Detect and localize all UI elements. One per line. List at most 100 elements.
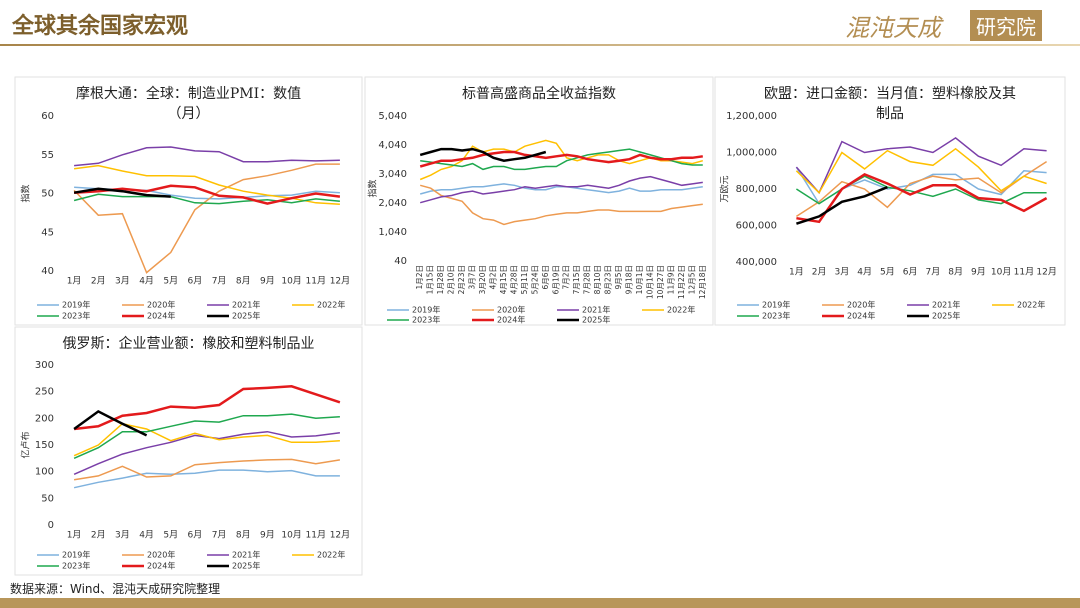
x-tick-label: 11月: [1014, 267, 1034, 278]
series-line: [796, 173, 1048, 224]
legend-label: 2021年: [232, 300, 260, 310]
series-line: [420, 148, 703, 171]
legend-label: 2024年: [147, 311, 175, 321]
x-tick-label: 5月: [163, 276, 178, 287]
x-tick-label: 8月: [236, 530, 251, 541]
y-tick-label: 1,040: [378, 227, 407, 238]
y-tick-label: 400,000: [736, 257, 777, 268]
x-tick-label: 7月: [212, 276, 227, 287]
x-tick-label: 6月: [903, 267, 918, 278]
x-tick-label: 9月: [260, 276, 275, 287]
x-tick-label: 1月15日: [426, 265, 435, 294]
series-line: [73, 458, 341, 481]
legend-label: 2020年: [497, 305, 525, 315]
legend-label: 2022年: [667, 305, 695, 315]
x-tick-label: 8月: [948, 267, 963, 278]
x-tick-label: 6月6日: [541, 265, 550, 290]
x-tick-label: 5月: [163, 530, 178, 541]
x-tick-label: 7月2日: [562, 265, 571, 290]
chart-title: 摩根大通：全球：制造业PMI：数值（月）: [75, 86, 302, 122]
x-tick-label: 9月5日: [614, 265, 623, 290]
x-tick-label: 7月: [926, 267, 941, 278]
legend-label: 2020年: [147, 550, 175, 560]
legend-label: 2022年: [317, 550, 345, 560]
chart-title: 俄罗斯：企业营业额：橡胶和塑料制品业: [62, 336, 315, 352]
series-line: [419, 147, 547, 162]
x-tick-label: 4月15日: [499, 265, 508, 294]
series-line: [796, 186, 888, 225]
legend-label: 2021年: [932, 300, 960, 310]
x-tick-label: 11月: [306, 276, 326, 287]
y-tick-label: 250: [35, 387, 54, 398]
legend-label: 2019年: [762, 300, 790, 310]
legend-label: 2021年: [232, 550, 260, 560]
legend-label: 2019年: [62, 550, 90, 560]
x-tick-label: 5月: [880, 267, 895, 278]
x-tick-label: 10月: [281, 530, 301, 541]
x-tick-label: 7月: [212, 530, 227, 541]
y-tick-label: 1,000,000: [726, 148, 777, 159]
x-tick-label: 4月: [139, 276, 154, 287]
legend-label: 2025年: [932, 311, 960, 321]
legend-label: 2025年: [232, 561, 260, 571]
series-line: [420, 184, 703, 226]
series-line: [795, 136, 1047, 195]
x-tick-label: 12月: [1036, 267, 1056, 278]
x-tick-label: 3月7日: [468, 265, 477, 290]
x-tick-label: 12月: [330, 276, 350, 287]
x-tick-label: 12月: [330, 530, 350, 541]
x-tick-label: 3月: [835, 267, 850, 278]
logo-box: 研究院: [970, 10, 1042, 41]
legend-label: 2023年: [762, 311, 790, 321]
x-tick-label: 2月23日: [457, 265, 466, 294]
legend-label: 2025年: [582, 315, 610, 325]
y-tick-label: 200: [35, 413, 54, 424]
legend-label: 2023年: [62, 311, 90, 321]
series-line: [73, 422, 340, 457]
legend-label: 2024年: [497, 315, 525, 325]
legend-label: 2024年: [847, 311, 875, 321]
y-axis-label: 指数: [20, 184, 32, 202]
x-tick-label: 1月: [67, 276, 82, 287]
legend-label: 2022年: [1017, 300, 1045, 310]
y-tick-label: 3,040: [378, 169, 407, 180]
series-line: [73, 413, 340, 459]
series-line: [73, 187, 171, 198]
series-line: [795, 160, 1048, 218]
x-tick-label: 6月: [188, 276, 203, 287]
series-line: [419, 150, 703, 168]
y-axis-label: 指数: [367, 179, 379, 197]
legend-label: 2025年: [232, 311, 260, 321]
y-tick-label: 40: [394, 256, 407, 267]
legend-label: 2023年: [412, 315, 440, 325]
y-tick-label: 60: [41, 111, 54, 122]
y-tick-label: 2,040: [378, 198, 407, 209]
series-line: [795, 147, 1047, 194]
x-tick-label: 6月19日: [551, 265, 560, 294]
y-axis-label: 亿卢布: [20, 431, 32, 458]
series-line: [74, 146, 340, 167]
x-tick-label: 4月: [857, 267, 872, 278]
x-tick-label: 9月18日: [625, 265, 634, 294]
y-tick-label: 100: [35, 467, 54, 478]
footer-source: 数据来源：Wind、混沌天成研究院整理: [10, 582, 221, 596]
legend-label: 2019年: [62, 300, 90, 310]
footer-bar: [0, 598, 1080, 608]
x-tick-label: 11月22日: [677, 265, 686, 299]
x-tick-label: 10月: [281, 276, 301, 287]
series-line: [73, 163, 340, 274]
x-tick-label: 11月9日: [666, 265, 675, 294]
series-line: [73, 193, 340, 205]
chart-title: 欧盟：进口金额：当月值：塑料橡胶及其制品: [764, 86, 1016, 122]
x-tick-label: 9月: [260, 530, 275, 541]
x-tick-label: 1月2日: [415, 265, 424, 290]
x-tick-label: 5月11日: [520, 265, 529, 294]
x-tick-label: 2月10日: [447, 265, 456, 294]
legend-label: 2021年: [582, 305, 610, 315]
x-tick-label: 1月: [67, 530, 82, 541]
y-tick-label: 0: [48, 520, 54, 531]
y-tick-label: 4,040: [378, 140, 407, 151]
x-tick-label: 10月: [991, 267, 1011, 278]
legend-label: 2019年: [412, 305, 440, 315]
x-tick-label: 1月: [789, 267, 804, 278]
